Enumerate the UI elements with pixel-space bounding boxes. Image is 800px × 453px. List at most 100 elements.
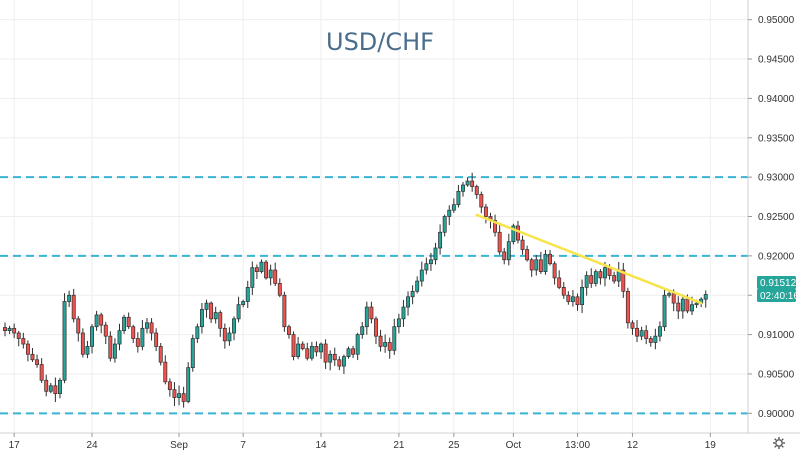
- candle: [456, 184, 461, 208]
- candle: [415, 276, 420, 294]
- candle: [158, 342, 163, 366]
- candle-body-down: [520, 239, 525, 250]
- candle: [145, 318, 149, 334]
- candle: [186, 362, 191, 404]
- candle: [90, 324, 94, 354]
- candle-body-up: [438, 231, 443, 249]
- candle-body-down: [99, 314, 104, 326]
- candle: [374, 316, 378, 345]
- candle-body-up: [7, 327, 12, 332]
- candle-body-up: [424, 263, 429, 271]
- candle-body-up: [428, 259, 433, 265]
- candle-body-up: [511, 225, 516, 243]
- candle-body-down: [483, 206, 488, 217]
- candle: [406, 291, 410, 316]
- candle-body-up: [140, 327, 145, 347]
- candle-body-down: [470, 180, 475, 187]
- candle: [589, 268, 594, 288]
- candle-body-down: [575, 296, 580, 306]
- candle-body-down: [181, 393, 186, 402]
- candle-body-down: [648, 338, 653, 343]
- candle-body-up: [186, 367, 191, 402]
- candle: [396, 313, 401, 334]
- candle: [195, 323, 200, 343]
- candle-body-up: [662, 294, 667, 328]
- candle: [44, 374, 49, 397]
- price-tick-label: 0.90500: [758, 369, 795, 380]
- candle: [227, 327, 232, 346]
- candle: [172, 382, 177, 407]
- candle: [21, 332, 26, 349]
- candle-body-down: [552, 263, 557, 279]
- candle: [67, 290, 72, 307]
- price-tick-label: 0.94000: [758, 94, 795, 105]
- candle: [680, 294, 685, 319]
- candle-body-up: [364, 306, 369, 328]
- candle: [387, 337, 392, 359]
- candle-body-up: [85, 346, 90, 355]
- candle-body-up: [67, 294, 72, 302]
- candle-body-up: [580, 287, 585, 306]
- candle: [355, 332, 360, 361]
- candle-body-up: [456, 190, 461, 206]
- candle-body-down: [323, 343, 328, 363]
- candle-body-down: [644, 330, 649, 339]
- candle: [232, 316, 236, 341]
- candle-body-down: [39, 364, 44, 381]
- candle: [493, 214, 498, 237]
- candle: [557, 270, 562, 290]
- candle-body-up: [241, 301, 246, 306]
- candle-body-up: [346, 348, 351, 357]
- candle: [25, 340, 30, 362]
- candle-body-down: [71, 294, 76, 320]
- candle: [534, 254, 539, 276]
- candle-body-down: [612, 275, 617, 282]
- candle-body-down: [676, 302, 681, 312]
- candle-body-up: [309, 346, 314, 359]
- candle-body-up: [383, 342, 388, 347]
- price-axis[interactable]: 0.95000 0.94500 0.94000 0.93500 0.93000 0.925…: [748, 15, 795, 420]
- candle: [7, 325, 12, 334]
- candle-body-up: [62, 301, 67, 381]
- trend-line[interactable]: [475, 213, 703, 305]
- candle: [653, 328, 658, 350]
- candle-body-down: [305, 348, 310, 359]
- candle: [470, 172, 475, 192]
- candle-body-down: [218, 312, 223, 329]
- candle-body-down: [53, 385, 58, 394]
- candle: [598, 269, 603, 285]
- candle: [497, 224, 502, 255]
- candle: [667, 291, 672, 298]
- candle: [149, 318, 154, 341]
- candle: [3, 322, 7, 337]
- price-badges: 0.91512 02:40:16: [757, 276, 799, 302]
- candle-body-down: [273, 269, 278, 284]
- candle: [58, 377, 62, 399]
- settings-button[interactable]: [773, 437, 785, 449]
- time-tick-label: 12: [627, 440, 639, 451]
- candle-body-down: [474, 186, 479, 195]
- candle-body-down: [154, 332, 159, 347]
- candle-body-down: [277, 283, 282, 296]
- candle-body-up: [593, 271, 598, 284]
- candle-body-up: [48, 385, 53, 392]
- candle-body-up: [415, 280, 420, 292]
- candle-body-down: [337, 359, 342, 367]
- candle-body-up: [122, 316, 127, 332]
- gear-icon: [775, 439, 783, 447]
- candle-body-down: [314, 346, 319, 353]
- candle: [428, 252, 433, 271]
- gear-teeth: [773, 437, 785, 449]
- candle: [319, 342, 323, 359]
- candle-body-down: [76, 318, 81, 334]
- candle: [108, 331, 113, 362]
- candle: [71, 288, 76, 323]
- candle: [12, 323, 17, 339]
- candle: [369, 301, 374, 324]
- candle: [254, 264, 259, 280]
- candle-body-up: [534, 259, 539, 271]
- time-axis[interactable]: 17 24 Sep 7 14 21 25 Oct 13:00 12 19: [9, 433, 717, 451]
- candle: [383, 334, 388, 353]
- candle-body-up: [94, 314, 99, 328]
- candle: [662, 289, 667, 332]
